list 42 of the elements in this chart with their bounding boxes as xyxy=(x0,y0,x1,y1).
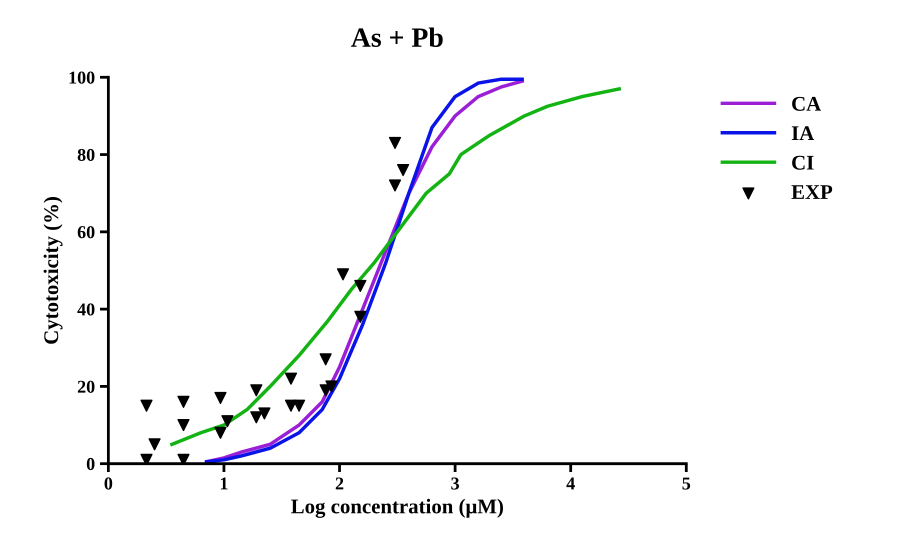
point xyxy=(140,400,153,412)
legend-label: CA xyxy=(792,96,822,111)
point xyxy=(148,438,161,450)
point xyxy=(214,392,227,404)
y-tick-label: 40 xyxy=(77,303,94,316)
point xyxy=(325,380,338,392)
point xyxy=(140,454,153,464)
point xyxy=(214,426,227,439)
x-tick-label: 4 xyxy=(566,478,575,490)
legend-label: CI xyxy=(792,156,814,170)
x-tick-label: 1 xyxy=(220,477,228,490)
point xyxy=(354,280,366,292)
x-axis-title: Log concentration (μM) xyxy=(291,498,503,518)
line-series xyxy=(170,87,621,446)
y-tick-label: 20 xyxy=(78,380,94,393)
point xyxy=(354,310,366,323)
point xyxy=(250,411,262,424)
point xyxy=(258,407,270,420)
x-tick-label: 5 xyxy=(682,478,690,490)
point xyxy=(177,454,190,464)
point xyxy=(336,268,350,280)
point xyxy=(177,396,190,408)
x-tick-label: 3 xyxy=(451,477,460,490)
y-tick-label: 60 xyxy=(78,226,94,238)
y-tick-label: 0 xyxy=(86,458,94,470)
point xyxy=(284,372,298,385)
point xyxy=(388,179,402,192)
point xyxy=(221,415,234,428)
point xyxy=(293,400,306,412)
point xyxy=(388,136,402,150)
point xyxy=(177,418,190,432)
y-tick-label: 100 xyxy=(70,72,94,84)
legend-label: EXP xyxy=(791,185,832,199)
x-tick-label: 0 xyxy=(104,477,112,490)
legend-label: IA xyxy=(792,126,814,140)
point xyxy=(320,353,332,366)
chart-title: As + Pb xyxy=(351,27,443,47)
y-tick-label: 80 xyxy=(78,148,94,161)
x-tick-label: 2 xyxy=(336,477,344,490)
point xyxy=(250,384,262,396)
point xyxy=(397,164,410,176)
y-axis-title: Cytotoxicity (%) xyxy=(44,197,63,344)
